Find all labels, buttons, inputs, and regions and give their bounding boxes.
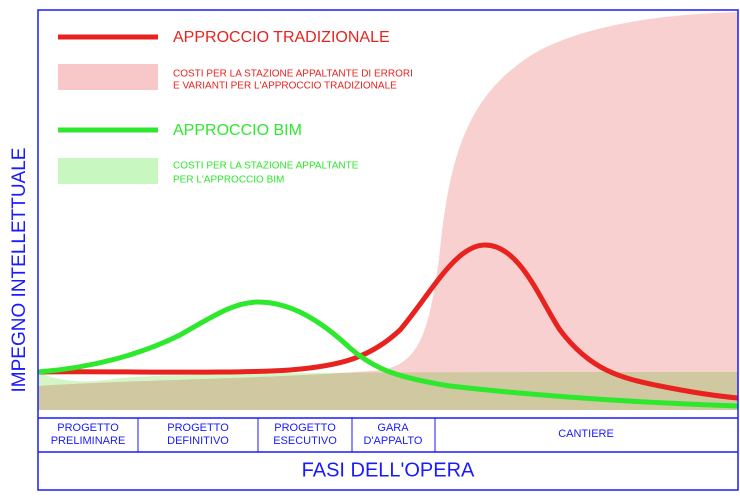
- legend-label: PER L'APPROCCIO BIM: [173, 175, 284, 186]
- phase-label: CANTIERE: [558, 428, 614, 440]
- bim-cost-area: [38, 372, 738, 410]
- phase-label: PROGETTO: [57, 422, 119, 434]
- phase-label: DEFINITIVO: [167, 435, 229, 447]
- legend-swatch: [58, 64, 158, 90]
- traditional-curve: [37, 242, 739, 401]
- y-axis-label: IMPEGNO INTELLETTUALE: [9, 148, 30, 393]
- legend-label: APPROCCIO BIM: [173, 122, 302, 139]
- phase-label: PROGETTO: [274, 422, 336, 434]
- legend-label: COSTI PER LA STAZIONE APPALTANTE: [173, 161, 359, 172]
- x-axis-label: FASI DELL'OPERA: [302, 459, 475, 481]
- phase-label: PROGETTO: [167, 422, 229, 434]
- phase-label: PRELIMINARE: [51, 435, 126, 447]
- frame: [37, 9, 739, 491]
- phase-label: D'APPALTO: [364, 435, 423, 447]
- legend-swatch: [58, 158, 158, 184]
- legend-label: COSTI PER LA STAZIONE APPALTANTE DI ERRO…: [173, 69, 413, 80]
- bim-curve: [37, 299, 739, 409]
- phase-label: GARA: [377, 422, 409, 434]
- legend-label: E VARIANTI PER L'APPROCCIO TRADIZIONALE: [173, 81, 397, 92]
- legend-label: APPROCCIO TRADIZIONALE: [173, 29, 390, 46]
- phase-label: ESECUTIVO: [273, 435, 337, 447]
- traditional-cost-area: [38, 12, 738, 410]
